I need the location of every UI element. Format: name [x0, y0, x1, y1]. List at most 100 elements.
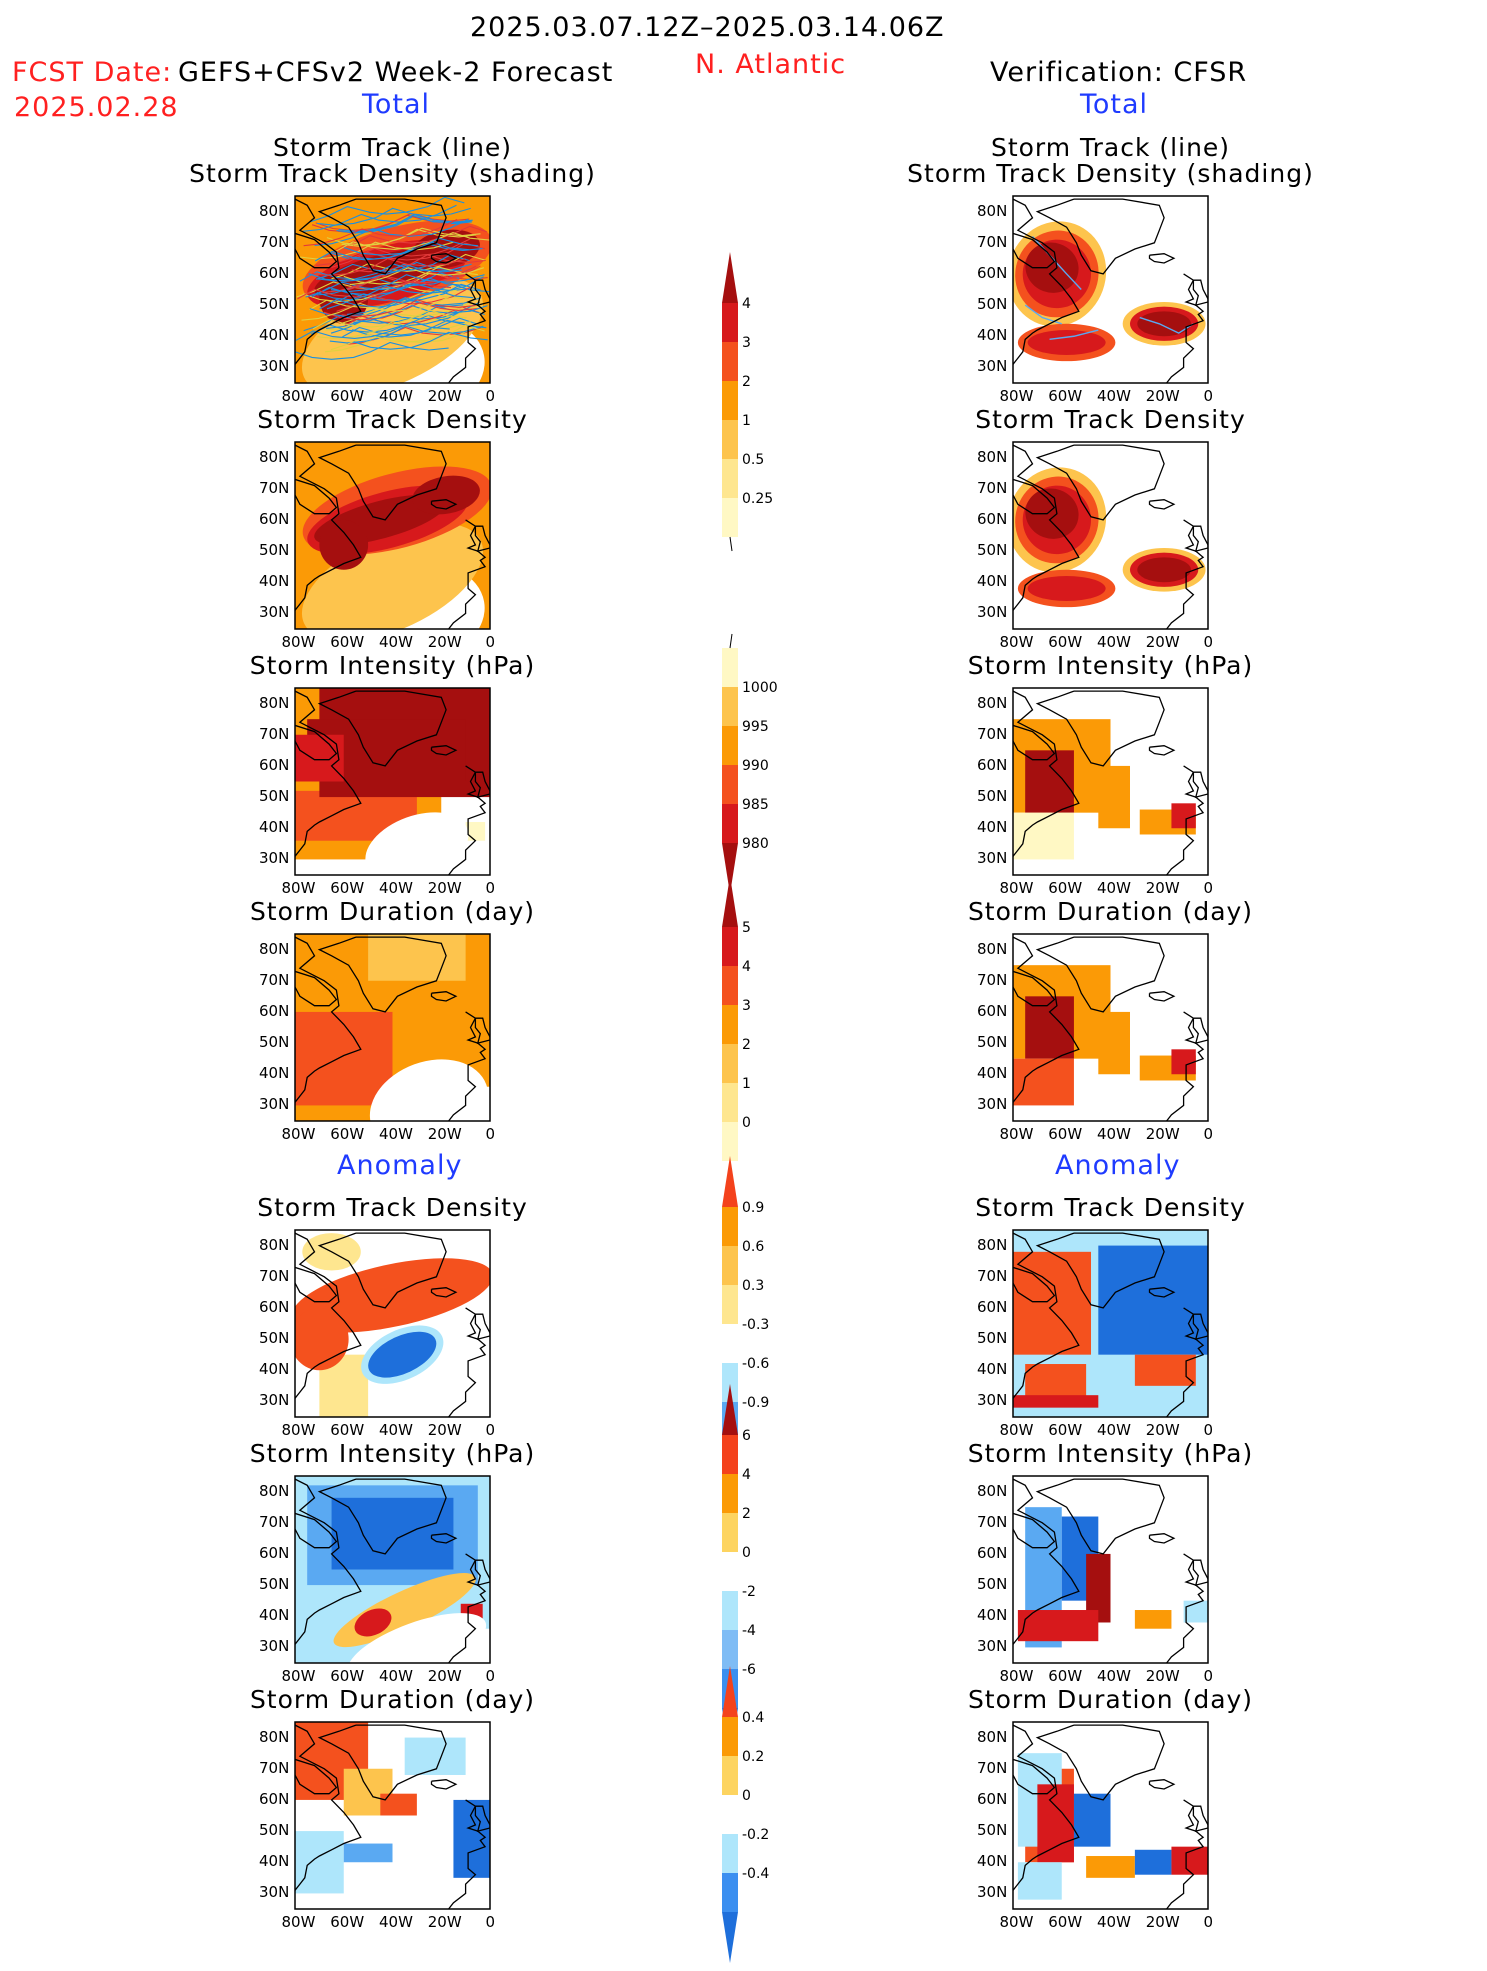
right-panel-2-lat-tick: 70N: [977, 724, 1008, 743]
colorbar-density_anom-cell: [722, 1207, 738, 1246]
left-panel-0-lon-tick: 60W: [330, 387, 365, 405]
right-panel-6-lon-tick: 80W: [999, 1913, 1034, 1931]
right-panel-4-title-0: Storm Track Density: [975, 1193, 1246, 1222]
colorbar-density-label: 3: [742, 335, 751, 351]
left-panel-4-lon-tick: 0: [485, 1421, 496, 1439]
right-panel-4-lat-tick: 40N: [977, 1360, 1008, 1379]
left-panel-1-lon-tick: 80W: [281, 633, 316, 651]
colorbar-intensity_anom-label: -6: [742, 1662, 756, 1678]
right-panel-4-lon-tick: 20W: [1145, 1421, 1180, 1439]
right-panel-4-lon-tick: 60W: [1048, 1421, 1083, 1439]
left-panel-6-lat-tick: 40N: [259, 1852, 290, 1871]
left-panel-4-lat-tick: 30N: [259, 1391, 290, 1410]
right-panel-0-title-1: Storm Track Density (shading): [907, 159, 1314, 188]
right-panel-0-lon-tick: 60W: [1048, 387, 1083, 405]
right-panel-5-lat-tick: 60N: [977, 1543, 1008, 1562]
right-panel-2-lat-tick: 50N: [977, 787, 1008, 806]
right-panel-5-lat-tick: 70N: [977, 1512, 1008, 1531]
colorbar-density-label: 0.25: [742, 491, 773, 507]
colorbar-intensity_anom-cell: [722, 1384, 738, 1435]
left-panel-2-lat-tick: 30N: [259, 849, 290, 868]
right-anomaly-label: Anomaly: [1055, 1150, 1181, 1181]
colorbar-density_anom-cell: [722, 1285, 738, 1324]
colorbar-intensity-label: 980: [742, 836, 769, 852]
left-panel-1-lon-tick: 60W: [330, 633, 365, 651]
left-panel-4-lon-tick: 20W: [427, 1421, 462, 1439]
right-panel-3-lat-tick: 40N: [977, 1064, 1008, 1083]
colorbar-duration-cell: [722, 876, 738, 927]
colorbar-intensity-label: 1000: [742, 680, 778, 696]
colorbar-duration-label: 0: [742, 1115, 751, 1131]
right-map-panel-6: [1012, 1721, 1209, 1910]
right-panel-0-lat-tick: 60N: [977, 263, 1008, 282]
left-panel-3-lon-tick: 60W: [330, 1125, 365, 1143]
colorbar-duration-label: 1: [742, 1076, 751, 1092]
colorbar-intensity: 1000 995 990 985 980: [722, 633, 778, 894]
right-panel-3-lon-tick: 80W: [999, 1125, 1034, 1143]
right-panel-2-lat-tick: 80N: [977, 693, 1008, 712]
right-panel-6-lat-tick: 30N: [977, 1883, 1008, 1902]
right-panel-0-lat-tick: 40N: [977, 326, 1008, 345]
left-panel-5-lat-tick: 40N: [259, 1606, 290, 1625]
left-panel-2-lon-tick: 0: [485, 879, 496, 897]
colorbar-density_anom-cell: [722, 1363, 738, 1402]
right-map-panel-5: [1012, 1475, 1209, 1664]
left-map-panel-0: [294, 195, 491, 384]
right-panel-2-lon-tick: 0: [1203, 879, 1214, 897]
left-panel-4-lat-tick: 60N: [259, 1297, 290, 1316]
colorbar-intensity-cell: [722, 804, 738, 843]
right-panel-0-lon-tick: 0: [1203, 387, 1214, 405]
right-panel-3-lon-tick: 40W: [1097, 1125, 1131, 1143]
colorbar-duration_anom-cell: [722, 1666, 738, 1717]
left-panel-1-lat-tick: 70N: [259, 478, 290, 497]
left-panel-2-lat-tick: 40N: [259, 818, 290, 837]
left-panel-1-lat-tick: 40N: [259, 572, 290, 591]
right-panel-1-lat-tick: 50N: [977, 541, 1008, 560]
colorbar-duration_anom-cell: [722, 1912, 738, 1963]
left-panel-2-lat-tick: 50N: [259, 787, 290, 806]
left-panel-2-title-0: Storm Intensity (hPa): [249, 651, 536, 680]
colorbar-density_anom-cell: [722, 1156, 738, 1207]
colorbar-intensity-label: 990: [742, 758, 769, 774]
right-panel-6-lat-tick: 80N: [977, 1727, 1008, 1746]
right-map-panel-2: [1012, 687, 1209, 876]
colorbar-intensity-cell: [722, 648, 738, 687]
colorbar-density_anom-cell: [722, 1246, 738, 1285]
colorbar-intensity_anom-cell: [722, 1552, 738, 1591]
right-panel-1-title-0: Storm Track Density: [975, 405, 1246, 434]
colorbar-duration: 5 4 3 2 1 0: [722, 876, 751, 1176]
left-panel-1-lat-tick: 50N: [259, 541, 290, 560]
left-panel-4-lat-tick: 50N: [259, 1329, 290, 1348]
left-panel-0-lat-tick: 30N: [259, 357, 290, 376]
right-panel-6-lat-tick: 70N: [977, 1758, 1008, 1777]
right-panel-5-lat-tick: 80N: [977, 1481, 1008, 1500]
colorbar-intensity_anom-cell: [722, 1630, 738, 1669]
right-panel-1-lon-tick: 80W: [999, 633, 1034, 651]
right-panel-2-lat-tick: 30N: [977, 849, 1008, 868]
right-panel-0-title-0: Storm Track (line): [990, 133, 1231, 162]
left-panel-1-lat-tick: 30N: [259, 603, 290, 622]
left-panel-4-lon-tick: 40W: [379, 1421, 413, 1439]
left-panel-6-lon-tick: 20W: [427, 1913, 462, 1931]
right-panel-5-lat-tick: 30N: [977, 1637, 1008, 1656]
right-panel-4-lon-tick: 80W: [999, 1421, 1034, 1439]
colorbar-duration-cell: [722, 1005, 738, 1044]
left-panel-5-lon-tick: 80W: [281, 1667, 316, 1685]
left-panel-5-lat-tick: 60N: [259, 1543, 290, 1562]
colorbar-density-cell: [722, 498, 738, 537]
right-panel-3-lat-tick: 60N: [977, 1001, 1008, 1020]
colorbar-intensity_anom-label: 0: [742, 1545, 751, 1561]
fcst-date: 2025.02.28: [14, 92, 179, 123]
fcst-model: GEFS+CFSv2 Week-2 Forecast: [178, 57, 614, 88]
colorbar-intensity-cell: [722, 843, 738, 894]
left-panel-5-lon-tick: 0: [485, 1667, 496, 1685]
right-panel-2-lon-tick: 80W: [999, 879, 1034, 897]
left-panel-2-lon-tick: 40W: [379, 879, 413, 897]
left-panel-6-title-0: Storm Duration (day): [249, 1685, 536, 1714]
colorbar-density-cell: [722, 381, 738, 420]
left-anomaly-label: Anomaly: [337, 1150, 463, 1181]
right-panel-2-lat-tick: 40N: [977, 818, 1008, 837]
right-panel-1-lat-tick: 80N: [977, 447, 1008, 466]
left-panel-3-lat-tick: 80N: [259, 939, 290, 958]
right-panel-3-lon-tick: 60W: [1048, 1125, 1083, 1143]
